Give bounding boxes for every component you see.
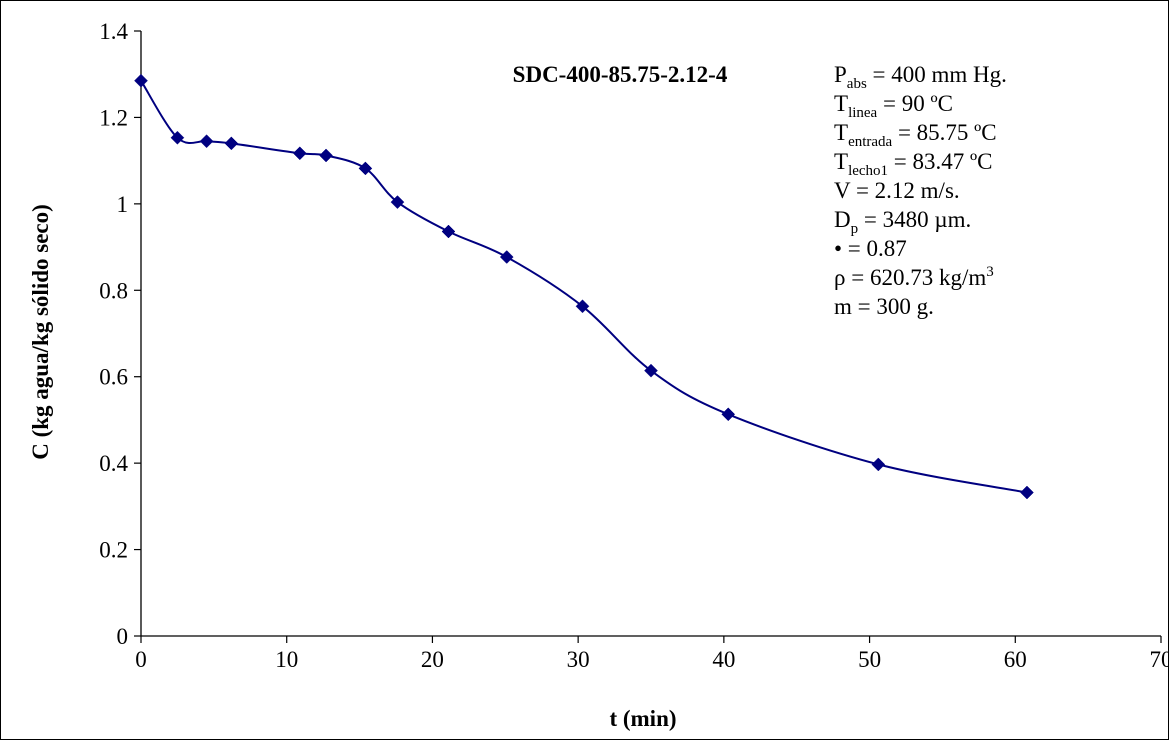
data-point: [871, 457, 886, 472]
y-tick-label: 1.4: [99, 19, 128, 44]
x-tick-label: 30: [567, 647, 590, 672]
x-tick-label: 50: [858, 647, 881, 672]
x-tick-label: 20: [421, 647, 444, 672]
annotation-line: ρ = 620.73 kg/m3: [834, 264, 994, 290]
annotation-line: V = 2.12 m/s.: [834, 178, 960, 203]
x-tick-label: 10: [275, 647, 298, 672]
y-tick-label: 1.2: [99, 105, 128, 130]
annotation-line: m = 300 g.: [834, 294, 934, 319]
y-ticks: 0 0.2 0.4 0.6 0.8 1 1.2 1.4: [99, 19, 141, 649]
data-points: [134, 73, 1034, 500]
x-tick-label: 0: [135, 647, 147, 672]
x-tick-label: 40: [712, 647, 735, 672]
y-tick-label: 0.8: [99, 278, 128, 303]
axes: [140, 31, 1161, 637]
annotation-line: Tlecho1 = 83.47 ºC: [834, 149, 993, 179]
series-line: [140, 80, 1028, 494]
y-tick-label: 0.6: [99, 365, 128, 390]
data-point: [224, 136, 239, 151]
data-point: [441, 224, 456, 239]
data-point: [721, 407, 736, 422]
x-ticks: 0 10 20 30 40 50 60 70: [135, 636, 1169, 672]
data-point: [358, 161, 373, 176]
x-axis-title: t (min): [609, 706, 676, 731]
data-point: [292, 146, 307, 161]
annotation-line: • = 0.87: [834, 236, 907, 261]
data-point: [644, 363, 658, 378]
y-tick-label: 0.4: [99, 451, 128, 476]
data-point: [319, 148, 333, 163]
data-point: [499, 250, 514, 264]
x-tick-label: 60: [1004, 647, 1027, 672]
data-point: [390, 195, 405, 209]
data-point: [170, 130, 185, 145]
x-tick-label: 70: [1150, 647, 1169, 672]
annotation-line: Tlinea = 90 ºC: [834, 91, 953, 121]
data-point: [1020, 485, 1034, 500]
annotation-line: Dp = 3480 µm.: [834, 207, 971, 237]
y-axis-title: C (kg agua/kg sólido seco): [28, 204, 53, 460]
chart-title: SDC-400-85.75-2.12-4: [513, 62, 728, 87]
data-point: [199, 134, 214, 149]
data-point: [575, 299, 590, 314]
annotation-line: Pabs = 400 mm Hg.: [834, 62, 1007, 92]
parameter-annotations: Pabs = 400 mm Hg.Tlinea = 90 ºCTentrada …: [834, 62, 1007, 319]
annotation-line: Tentrada = 85.75 ºC: [834, 120, 997, 150]
y-tick-label: 0: [117, 624, 129, 649]
y-tick-label: 1: [117, 192, 129, 217]
y-tick-label: 0.2: [99, 538, 128, 563]
data-point: [134, 73, 148, 88]
